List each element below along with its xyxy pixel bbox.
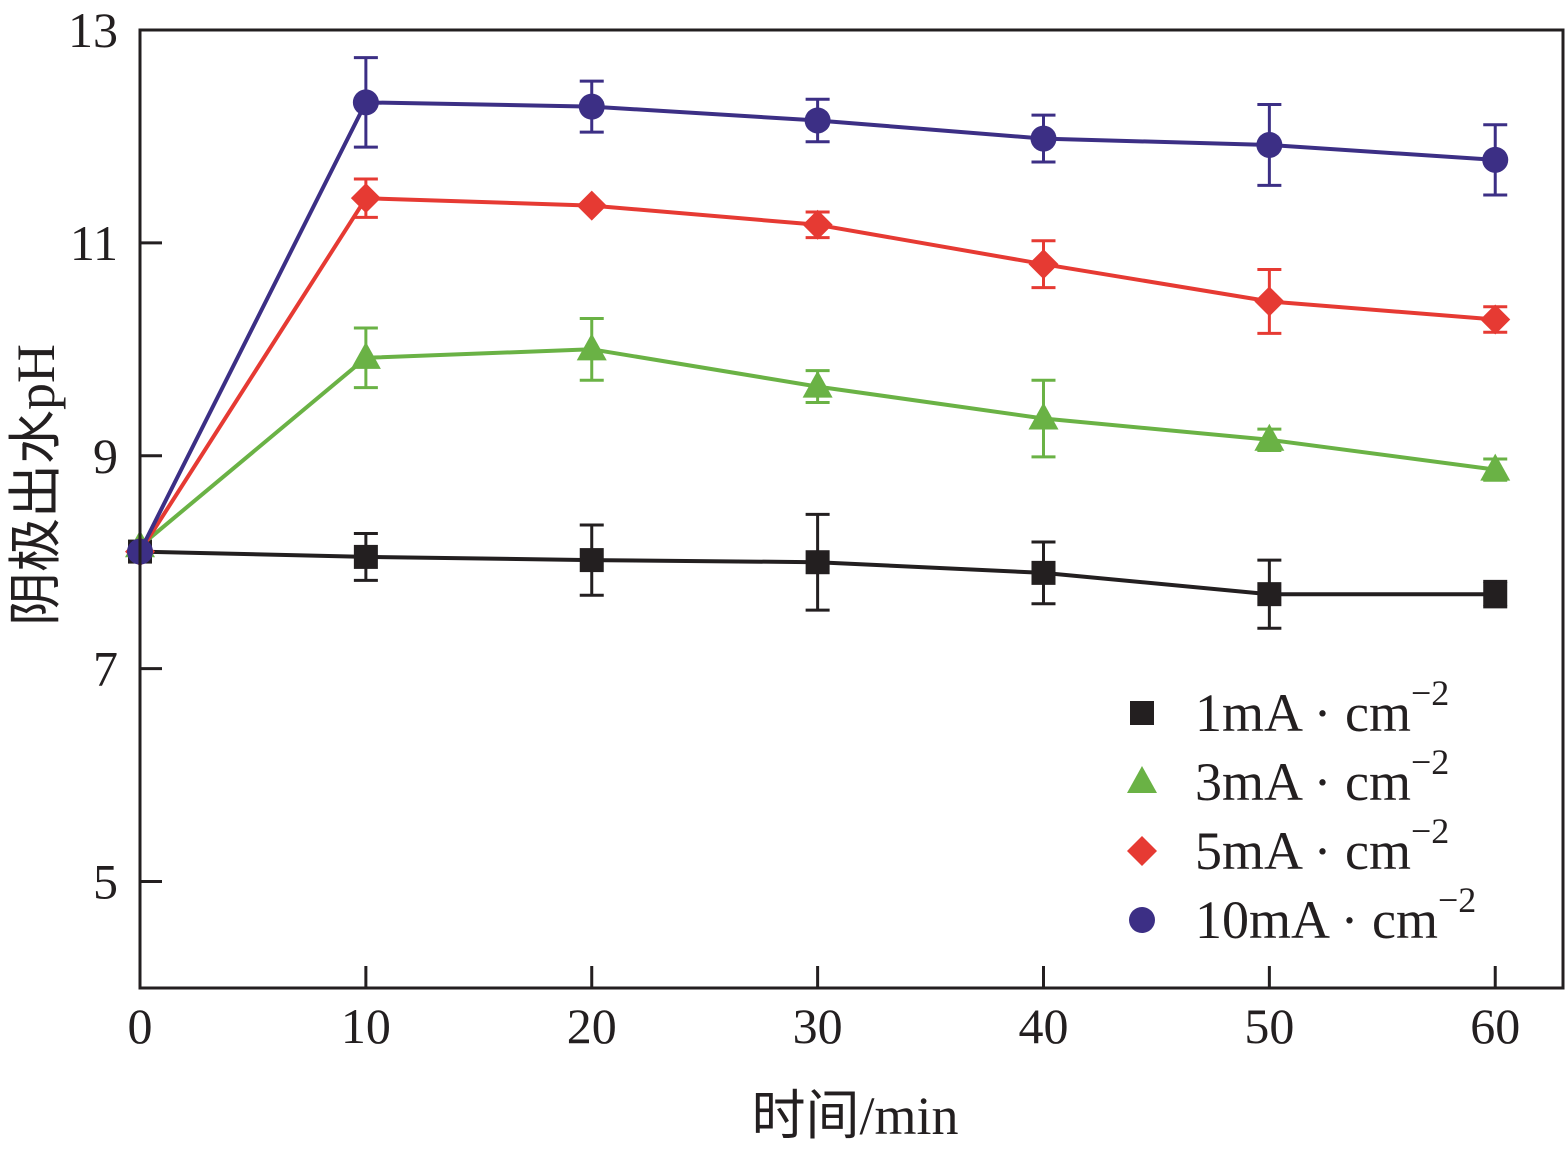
data-point	[804, 107, 831, 134]
plot-frame	[138, 28, 1565, 990]
series-line	[138, 100, 1496, 553]
data-point	[802, 370, 833, 398]
x-tick-label: 50	[1244, 998, 1294, 1054]
x-tick-label: 10	[341, 998, 391, 1054]
y-axis-title: 阴极出水pH	[6, 344, 66, 626]
y-tick-label: 7	[93, 641, 118, 697]
x-axis-title: 时间/min	[751, 1086, 958, 1146]
data-point	[353, 544, 378, 569]
series-layer	[125, 56, 1511, 630]
legend-label-superscript: −2	[1411, 742, 1449, 782]
data-point	[352, 89, 379, 116]
data-point	[1031, 560, 1056, 585]
data-point	[578, 93, 605, 120]
data-point	[1030, 125, 1057, 152]
legend-label-main: 1mA · cm	[1195, 683, 1411, 743]
x-tick-label: 40	[1018, 998, 1068, 1054]
data-point	[576, 333, 607, 361]
legend-marker	[1129, 907, 1155, 933]
legend-label: 10mA · cm−2	[1195, 880, 1476, 950]
legend-label-main: 10mA · cm	[1195, 890, 1438, 950]
data-point	[805, 550, 830, 575]
legend-marker	[1130, 701, 1154, 725]
data-point	[1480, 304, 1511, 335]
legend-label-superscript: −2	[1411, 673, 1449, 713]
legend-label-main: 5mA · cm	[1195, 821, 1411, 881]
legend-label-superscript: −2	[1438, 880, 1476, 920]
series-1	[128, 512, 1508, 630]
x-tick-label: 20	[567, 998, 617, 1054]
legend-label: 3mA · cm−2	[1195, 742, 1449, 812]
axis-layer: 0 10 20 30 40 50 60 5 7 9 11 13	[68, 2, 1520, 1054]
data-point	[1254, 286, 1285, 317]
legend-label-main: 3mA · cm	[1195, 752, 1411, 812]
legend-marker	[1127, 766, 1157, 793]
data-point	[576, 190, 607, 221]
y-tick-label: 13	[68, 2, 118, 58]
legend-label-superscript: −2	[1411, 811, 1449, 851]
series-4	[127, 56, 1509, 565]
data-point	[1028, 402, 1059, 430]
data-point	[1028, 249, 1059, 280]
data-point	[1482, 146, 1509, 173]
data-point	[802, 209, 833, 240]
data-point	[1257, 582, 1282, 607]
y-tick-label: 11	[70, 215, 118, 271]
data-point	[1483, 582, 1508, 607]
x-tick-label: 30	[793, 998, 843, 1054]
data-point	[1256, 131, 1283, 158]
legend-label: 5mA · cm−2	[1195, 811, 1449, 881]
x-tick-label: 60	[1470, 998, 1520, 1054]
data-point	[1480, 453, 1511, 481]
x-tick-label: 0	[128, 998, 153, 1054]
legend-label: 1mA · cm−2	[1195, 673, 1449, 743]
data-point	[350, 341, 381, 369]
y-tick-label: 5	[93, 854, 118, 910]
y-tick-label: 9	[93, 428, 118, 484]
data-point	[579, 548, 604, 573]
data-point	[350, 183, 381, 214]
legend-marker	[1127, 836, 1157, 866]
data-point	[1254, 423, 1285, 451]
